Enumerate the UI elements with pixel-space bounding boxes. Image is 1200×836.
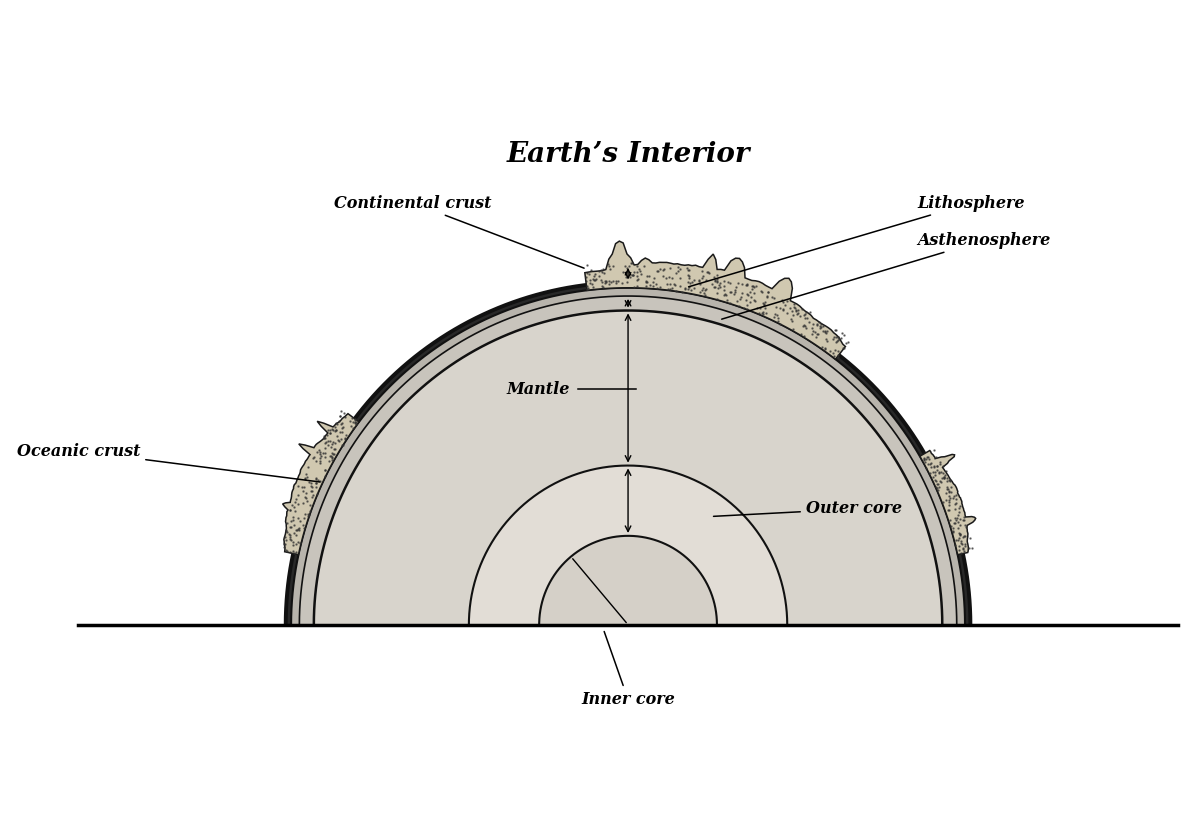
Text: Oceanic crust: Oceanic crust	[17, 442, 320, 482]
Text: Inner core: Inner core	[581, 631, 674, 708]
Text: Outer core: Outer core	[714, 501, 902, 517]
Polygon shape	[283, 414, 359, 554]
Text: Earth’s Interior: Earth’s Interior	[506, 141, 750, 168]
Polygon shape	[314, 310, 942, 624]
Polygon shape	[920, 451, 976, 554]
Text: Asthenosphere: Asthenosphere	[721, 232, 1051, 319]
Text: Lithosphere: Lithosphere	[689, 195, 1025, 287]
Polygon shape	[299, 296, 956, 624]
Polygon shape	[292, 288, 965, 624]
Text: Continental crust: Continental crust	[335, 195, 584, 268]
Polygon shape	[584, 241, 846, 359]
Polygon shape	[539, 536, 716, 624]
Polygon shape	[286, 283, 971, 624]
Text: Mantle: Mantle	[506, 380, 570, 398]
Polygon shape	[469, 466, 787, 624]
